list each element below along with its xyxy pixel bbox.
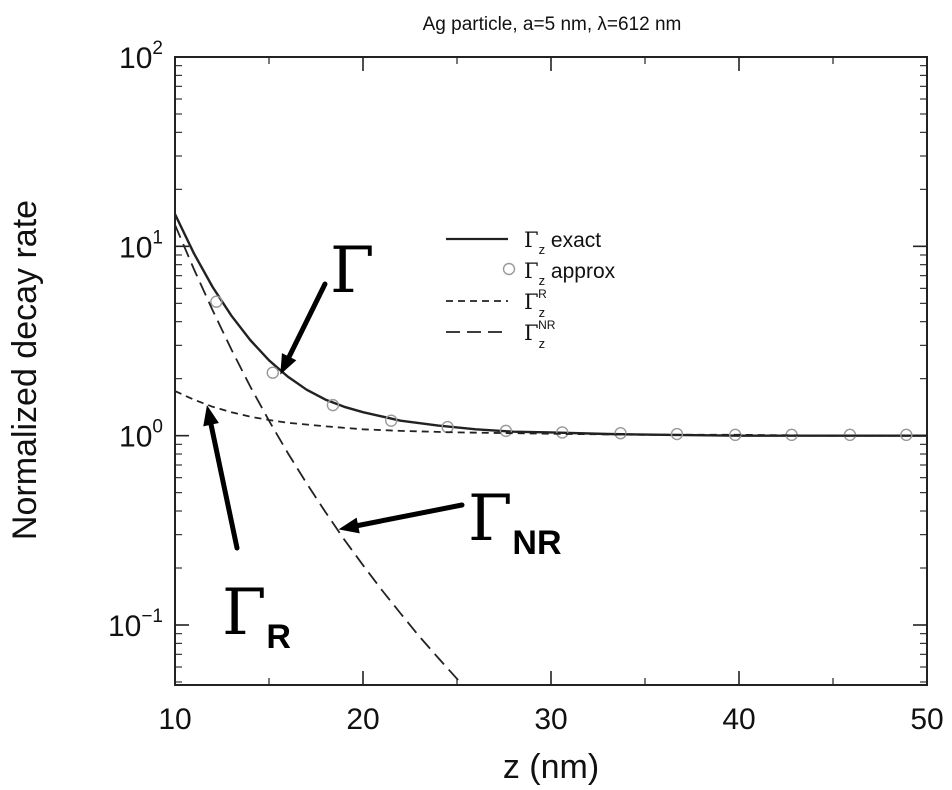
legend-label: Γz exact: [524, 228, 601, 257]
legend-gamma: Γ: [524, 321, 539, 345]
x-axis-label: z (nm): [503, 748, 599, 786]
x-tick-label: 10: [158, 703, 191, 736]
annotation-arrow-shaft: [355, 502, 465, 528]
approx-marker: [385, 414, 398, 427]
legend-subscript: z: [539, 273, 546, 288]
annotation-arrow-shaft: [208, 422, 240, 551]
legend-marker-approx: [502, 262, 516, 276]
x-tick-label: 40: [722, 703, 755, 736]
legend-subscript: z: [539, 242, 546, 257]
approx-marker: [210, 295, 223, 308]
y-tick-exponent: 0: [152, 417, 163, 438]
series-line-long-dash: [175, 224, 464, 685]
annotation-label: ΓR: [222, 576, 291, 656]
annotation-label: Γ: [330, 234, 374, 308]
y-tick-base: 10: [119, 42, 152, 75]
legend-gamma: Γ: [524, 290, 539, 314]
approx-marker: [326, 398, 340, 412]
series-line-solid: [175, 213, 927, 437]
x-tick-label: 30: [534, 703, 567, 736]
y-tick-label: 101: [119, 227, 163, 264]
x-tick-label: 20: [346, 703, 379, 736]
series-line-short-dash: [175, 390, 927, 437]
y-tick-base: 10: [119, 231, 152, 264]
approx-marker: [499, 424, 513, 438]
approx-marker: [670, 427, 684, 441]
chart-title: Ag particle, a=5 nm, λ=612 nm: [423, 14, 682, 35]
approx-marker: [266, 366, 279, 379]
legend-subscript: z: [539, 336, 546, 351]
y-tick-exponent: 2: [152, 38, 163, 59]
y-tick-label: 100: [119, 417, 163, 454]
legend-superscript: R: [538, 287, 547, 301]
series-group: [175, 213, 927, 685]
legend-label: ΓzR: [524, 287, 547, 320]
annotation-arrow-shaft: [286, 281, 328, 360]
legend-gamma: Γ: [524, 259, 539, 283]
y-tick-base: 10: [108, 610, 141, 643]
y-tick-label: 10−1: [108, 606, 163, 643]
x-tick-label: 50: [910, 703, 943, 736]
annotation-arrow-head: [338, 517, 360, 534]
annotation-arrow-head: [203, 405, 219, 427]
approx-marker: [614, 427, 627, 440]
legend-suffix: exact: [545, 229, 601, 252]
y-tick-exponent: 1: [152, 227, 163, 248]
legend-superscript: NR: [538, 318, 556, 332]
annotation-gamma: Γ: [330, 234, 374, 308]
approx-marker: [900, 428, 913, 442]
y-tick-exponent: −1: [141, 606, 163, 627]
legend-label: Γz approx: [524, 259, 616, 288]
annotation-label: ΓNR: [468, 482, 562, 562]
annotation-gamma: Γ: [222, 576, 266, 650]
y-tick-base: 10: [119, 421, 152, 454]
y-axis-label: Normalized decay rate: [6, 200, 44, 540]
legend-subscript: z: [539, 305, 546, 320]
annotation-subscript: R: [266, 618, 291, 656]
y-tick-label: 102: [119, 38, 163, 75]
plot-area: [175, 213, 927, 685]
approx-marker: [556, 426, 569, 439]
legend-gamma: Γ: [524, 228, 539, 252]
legend-label: Γz NR: [524, 318, 556, 351]
annotation-subscript: NR: [512, 524, 561, 562]
annotation-gamma: Γ: [468, 482, 512, 556]
legend-suffix: approx: [545, 260, 616, 283]
annotation-arrow-head: [280, 353, 297, 375]
approx-marker: [729, 428, 742, 442]
